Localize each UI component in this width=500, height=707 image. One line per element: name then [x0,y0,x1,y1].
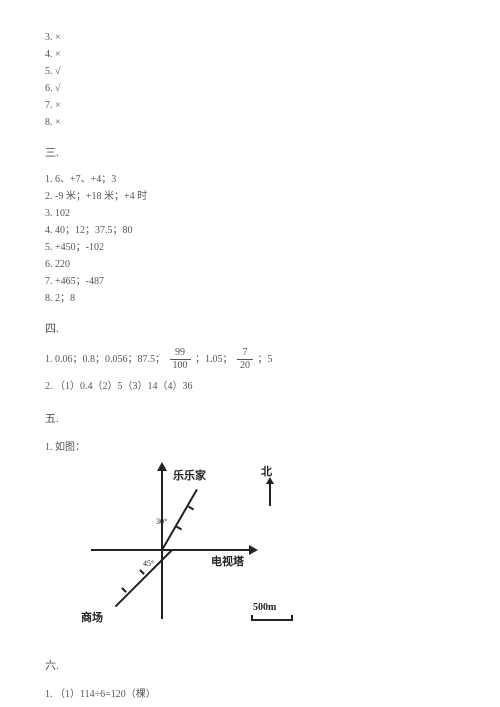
s4-row1-post: ；5 [258,354,273,365]
label-mall: 商场 [81,609,103,625]
angle-45-label: 45° [143,559,154,568]
s3-item: 1. 6、+7、+4；3 [45,172,455,187]
list1-item: 8. × [45,115,455,130]
s6-item1: 1. （1）114÷6=120（棵） [45,685,455,700]
s3-item: 6. 220 [45,257,455,272]
section-6-title: 六. [45,657,455,673]
frac-num: 7 [237,348,253,360]
s3-item: 4. 40；12；37.5；80 [45,223,455,238]
list1-item: 3. × [45,30,455,45]
section-6-content: 1. （1）114÷6=120（棵） [45,685,455,700]
line-southwest [115,549,173,607]
fraction-1: 99 100 [170,348,191,371]
tick-mark [121,587,127,593]
label-north: 北 [261,463,272,479]
frac-den: 20 [237,360,253,371]
section-5-title: 五. [45,410,455,426]
s4-row2: 2. （1）0.4（2）5（3）14（4）36 [45,377,455,396]
section-3-list: 1. 6、+7、+4；3 2. -9 米；+18 米；+4 时 3. 102 4… [45,172,455,306]
scale-bar: 500m [251,604,293,621]
north-arrow-icon [266,477,274,506]
list1-item: 6. √ [45,81,455,96]
list1-item: 7. × [45,98,455,113]
arrow-up-icon [157,462,167,471]
s4-row1-mid: ；1.05； [195,354,233,365]
s3-item: 2. -9 米；+18 米；+4 时 [45,189,455,204]
s3-item: 5. +450；-102 [45,240,455,255]
scale-label: 500m [253,602,295,613]
s3-item: 7. +465；-487 [45,274,455,289]
s3-item: 8. 2；8 [45,291,455,306]
fraction-2: 7 20 [237,348,253,371]
angle-30-label: 30° [156,517,167,526]
tick-mark [188,506,194,511]
section-4-title: 四. [45,320,455,336]
section-4-content: 1. 0.06；0.8；0.056；87.5； 99 100 ；1.05； 7 … [45,348,455,396]
section-5-content: 1. 如图： 30° 45° 乐乐家 电视塔 商场 北 500m [45,438,455,639]
s5-item1: 1. 如图： [45,438,455,453]
list1-item: 5. √ [45,64,455,79]
tick-mark [139,569,145,575]
s4-row1: 1. 0.06；0.8；0.056；87.5； 99 100 ；1.05； 7 … [45,348,455,371]
frac-den: 100 [170,360,191,371]
answer-list-1: 3. × 4. × 5. √ 6. √ 7. × 8. × [45,30,455,130]
s3-item: 3. 102 [45,206,455,221]
section-3-title: 三. [45,144,455,160]
list1-item: 4. × [45,47,455,62]
label-tvtower: 电视塔 [211,553,244,569]
tick-mark [176,526,182,531]
direction-diagram: 30° 45° 乐乐家 电视塔 商场 北 500m [51,459,311,639]
label-lelejiة: 乐乐家 [173,467,206,483]
frac-num: 99 [170,348,191,360]
s4-row1-pre: 1. 0.06；0.8；0.056；87.5； [45,354,165,365]
vertical-axis [161,469,163,619]
arrow-right-icon [249,545,258,555]
